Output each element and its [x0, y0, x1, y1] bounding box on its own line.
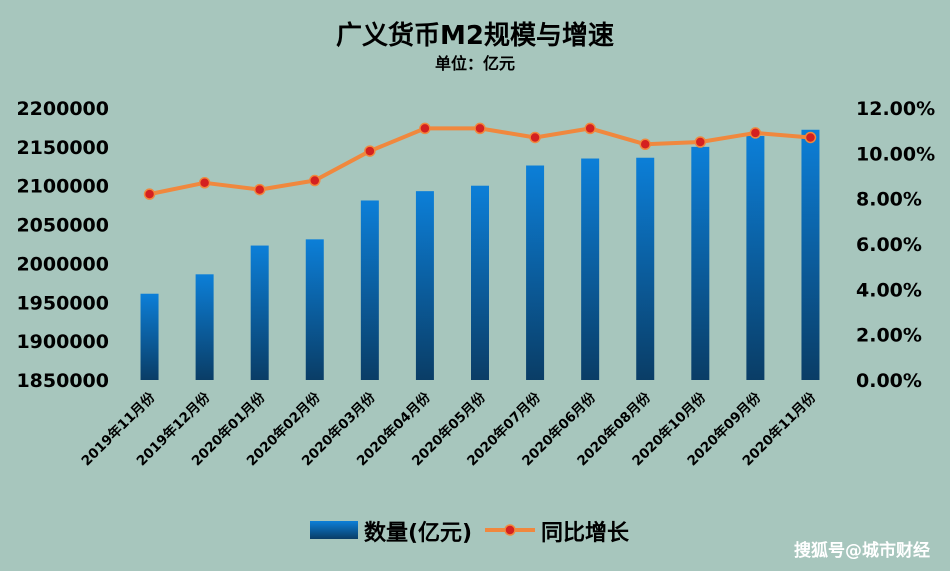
legend-line-marker [504, 524, 516, 536]
bar [471, 185, 489, 380]
line-point [639, 138, 651, 151]
line-point [309, 174, 321, 187]
line-point [804, 131, 817, 144]
y-left-tick-label: 2150000 [16, 137, 109, 159]
bar [360, 200, 379, 380]
line-point [364, 145, 376, 157]
y-left-tick-label: 2050000 [16, 215, 109, 237]
line-point [198, 177, 211, 189]
line-point [694, 136, 707, 148]
chart-title: 广义货币M2规模与增速 [336, 20, 614, 51]
line-point [529, 131, 541, 144]
y-left-tick-label: 2100000 [16, 176, 109, 198]
y-axis-right: 0.00% 2.00% 4.00% 6.00% 8.00% 10.00% 12.00% [856, 98, 935, 392]
bar [415, 191, 434, 380]
line-point [143, 188, 156, 200]
bar [526, 165, 545, 380]
legend-bar-swatch [310, 521, 358, 539]
line-point [584, 122, 596, 135]
growth-line [149, 126, 811, 197]
legend-line-label: 同比增长 [541, 520, 630, 546]
y-right-tick-label: 0.00% [856, 370, 922, 392]
bar-series [140, 129, 820, 380]
bar [581, 158, 600, 380]
bar [305, 239, 324, 380]
y-right-tick-label: 12.00% [856, 98, 935, 120]
y-axis-left: 1850000 1900000 1950000 2000000 2050000 21000… [16, 98, 109, 392]
bar [801, 129, 820, 380]
bar [250, 245, 269, 380]
y-left-tick-label: 2200000 [16, 98, 109, 120]
watermark: 搜狐号@城市财经 [794, 540, 930, 561]
line-point [253, 183, 266, 196]
y-right-tick-label: 6.00% [856, 234, 922, 256]
bar [636, 157, 655, 380]
line-point [419, 122, 431, 135]
y-right-tick-label: 2.00% [856, 325, 922, 347]
chart-subtitle: 单位：亿元 [435, 54, 515, 73]
line-series [143, 122, 817, 200]
bar [691, 146, 710, 380]
legend-bar-label: 数量(亿元) [364, 520, 472, 546]
bar [140, 293, 159, 380]
y-left-tick-label: 1850000 [16, 370, 109, 392]
line-point [474, 122, 486, 135]
bar [746, 135, 765, 380]
legend: 数量(亿元) 同比增长 [310, 520, 630, 546]
y-right-tick-label: 8.00% [856, 189, 922, 211]
line-point [749, 127, 762, 139]
y-left-tick-label: 1900000 [16, 331, 109, 353]
y-left-tick-label: 2000000 [16, 253, 109, 275]
y-left-tick-label: 1950000 [16, 292, 109, 314]
y-right-tick-label: 10.00% [856, 143, 935, 165]
y-right-tick-label: 4.00% [856, 279, 922, 301]
x-axis: 2019年11月份2019年12月份2020年01月份2020年02月份2020… [78, 388, 820, 469]
bar [195, 274, 214, 380]
